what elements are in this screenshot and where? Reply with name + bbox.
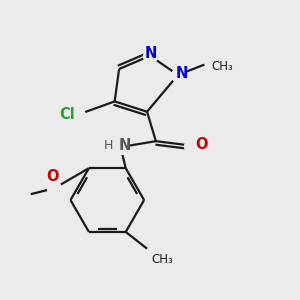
- Text: Cl: Cl: [59, 106, 75, 122]
- Text: N: N: [175, 66, 188, 81]
- Text: O: O: [196, 137, 208, 152]
- Text: H: H: [104, 139, 113, 152]
- Text: CH₃: CH₃: [212, 60, 234, 73]
- Text: CH₃: CH₃: [152, 253, 173, 266]
- Text: N: N: [118, 138, 130, 153]
- Text: N: N: [144, 46, 157, 61]
- Text: O: O: [46, 169, 59, 184]
